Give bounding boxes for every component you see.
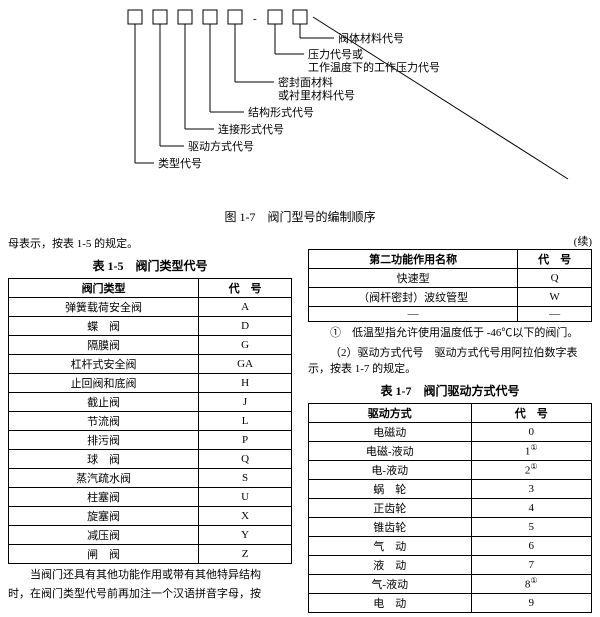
table-header: 代 号 — [199, 278, 292, 297]
table-row: 电磁-液动1① — [309, 441, 592, 460]
svg-text:工作温度下的工作压力代号: 工作温度下的工作压力代号 — [308, 60, 440, 74]
right-column: (续) 第二功能作用名称代 号 快速型Q（阀杆密封）波纹管型W—— ① 低温型指… — [308, 233, 592, 613]
svg-text:密封面材料: 密封面材料 — [278, 75, 333, 89]
table-row: 节流阀L — [9, 411, 292, 430]
table-row: 排污阀P — [9, 430, 292, 449]
table-row: 减压阀Y — [9, 525, 292, 544]
svg-text:驱动方式代号: 驱动方式代号 — [188, 139, 254, 153]
table-row: —— — [309, 307, 592, 322]
table-1-5-title: 表 1-5 阀门类型代号 — [8, 257, 292, 274]
table-row: 球 阀Q — [9, 449, 292, 468]
table-row: 快速型Q — [309, 269, 592, 288]
table-header: 代 号 — [471, 403, 591, 422]
table-1-5: 阀门类型代 号 弹簧载荷安全阀A蝶 阀D隔膜阀G杠杆式安全阀GA止回阀和底阀H截… — [8, 278, 292, 564]
table-row: 蒸汽疏水阀S — [9, 468, 292, 487]
table-row: 截止阀J — [9, 392, 292, 411]
table-header: 驱动方式 — [309, 403, 472, 422]
left-column: 母表示，按表 1-5 的规定。 表 1-5 阀门类型代号 阀门类型代 号 弹簧载… — [8, 233, 292, 613]
svg-text:-: - — [253, 13, 257, 25]
svg-text:或衬里材料代号: 或衬里材料代号 — [278, 88, 355, 102]
svg-text:连接形式代号: 连接形式代号 — [218, 123, 284, 136]
table-row: 锥齿轮5 — [309, 517, 592, 536]
svg-text:压力代号或: 压力代号或 — [308, 48, 363, 61]
table-row: 正齿轮4 — [309, 498, 592, 517]
code-diagram: - 阀体材料代号压力代号或工作温度下的工作压力代号密封面材料或衬里材料代号结构形式… — [8, 4, 592, 204]
svg-text:阀体材料代号: 阀体材料代号 — [338, 31, 404, 45]
continued-label: (续) — [308, 233, 592, 249]
table-row: 气-液动8① — [309, 574, 592, 593]
left-pretext: 母表示，按表 1-5 的规定。 — [8, 236, 292, 253]
table-row: 电 动9 — [309, 593, 592, 612]
left-post-1: 当阀门还具有其他功能作用或带有其他特异结构 — [8, 567, 292, 584]
table-row: 弹簧载荷安全阀A — [9, 297, 292, 316]
table-row: 电磁动0 — [309, 422, 592, 441]
table-1-5-cont: 第二功能作用名称代 号 快速型Q（阀杆密封）波纹管型W—— — [308, 249, 592, 322]
figure-caption: 图 1-7 阀门型号的编制顺序 — [8, 208, 592, 225]
note-1: ① 低温型指允许使用温度低于 -46℃以下的阀门。 — [308, 325, 592, 342]
note-2: （2）驱动方式代号 驱动方式代号用阿拉伯数字表示，按表 1-7 的规定。 — [308, 345, 592, 378]
table-row: 气 动6 — [309, 536, 592, 555]
table-header: 阀门类型 — [9, 278, 199, 297]
svg-text:类型代号: 类型代号 — [158, 156, 202, 170]
svg-text:结构形式代号: 结构形式代号 — [248, 105, 314, 119]
table-row: 蜗 轮3 — [309, 479, 592, 498]
table-header: 第二功能作用名称 — [309, 250, 518, 269]
table-row: 液 动7 — [309, 555, 592, 574]
table-row: 电-液动2① — [309, 460, 592, 479]
table-1-7-title: 表 1-7 阀门驱动方式代号 — [308, 382, 592, 399]
table-row: 杠杆式安全阀GA — [9, 354, 292, 373]
table-row: 柱塞阀U — [9, 487, 292, 506]
table-1-7: 驱动方式代 号 电磁动0电磁-液动1①电-液动2①蜗 轮3正齿轮4锥齿轮5气 动… — [308, 403, 592, 613]
table-row: 旋塞阀X — [9, 506, 292, 525]
table-row: 蝶 阀D — [9, 316, 292, 335]
table-row: （阀杆密封）波纹管型W — [309, 288, 592, 307]
left-post-2: 时，在阀门类型代号前再加注一个汉语拼音字母，按 — [8, 586, 292, 603]
table-row: 隔膜阀G — [9, 335, 292, 354]
table-header: 代 号 — [518, 250, 592, 269]
table-row: 止回阀和底阀H — [9, 373, 292, 392]
